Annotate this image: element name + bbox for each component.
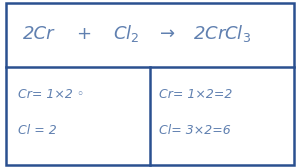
Text: Cl= 3×2=6: Cl= 3×2=6 xyxy=(159,124,231,137)
Text: Cr= 1×2 ◦: Cr= 1×2 ◦ xyxy=(18,88,84,101)
FancyBboxPatch shape xyxy=(6,3,294,165)
Text: Cl$_2$: Cl$_2$ xyxy=(113,23,139,44)
Text: 2Cr: 2Cr xyxy=(23,25,55,43)
Text: 2CrCl$_3$: 2CrCl$_3$ xyxy=(193,23,251,44)
Text: Cr= 1×2=2: Cr= 1×2=2 xyxy=(159,88,232,101)
Text: →: → xyxy=(160,25,175,43)
Text: +: + xyxy=(76,25,92,43)
Text: Cl = 2: Cl = 2 xyxy=(18,124,57,137)
